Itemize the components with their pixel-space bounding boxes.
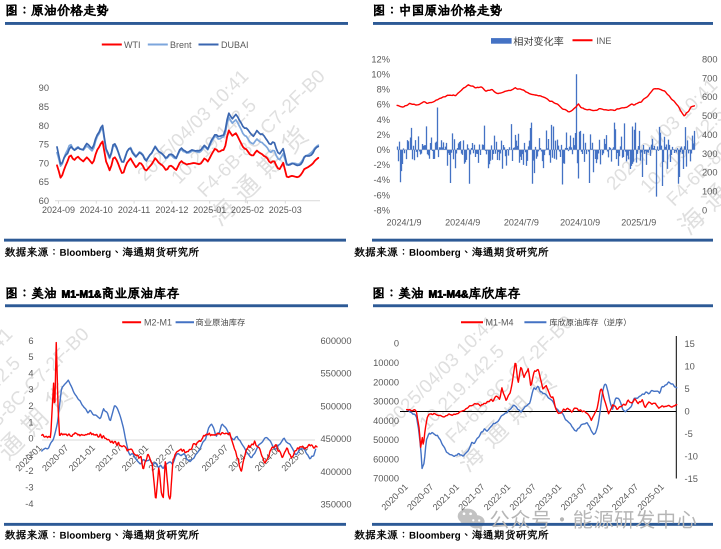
svg-text:2025-03: 2025-03 bbox=[269, 205, 302, 215]
svg-text:200: 200 bbox=[702, 168, 718, 178]
svg-text:-6%: -6% bbox=[373, 190, 390, 200]
svg-text:3: 3 bbox=[28, 385, 33, 395]
svg-text:-1: -1 bbox=[25, 450, 33, 460]
svg-text:4: 4 bbox=[28, 368, 33, 378]
svg-text:80: 80 bbox=[39, 121, 49, 131]
svg-text:10: 10 bbox=[685, 362, 695, 372]
svg-text:2025-02: 2025-02 bbox=[231, 205, 264, 215]
svg-text:2024/7/9: 2024/7/9 bbox=[504, 218, 539, 228]
svg-text:6: 6 bbox=[28, 336, 33, 346]
svg-text:2024-12: 2024-12 bbox=[155, 205, 188, 215]
svg-text:5: 5 bbox=[28, 352, 33, 362]
svg-text:70000: 70000 bbox=[373, 474, 399, 484]
svg-text:-15: -15 bbox=[685, 474, 698, 484]
svg-text:0%: 0% bbox=[377, 145, 390, 155]
svg-text:65: 65 bbox=[39, 177, 49, 187]
svg-text:-8%: -8% bbox=[373, 205, 390, 215]
svg-text:60: 60 bbox=[39, 196, 49, 206]
svg-text:2024/4/9: 2024/4/9 bbox=[445, 218, 480, 228]
svg-text:Brent: Brent bbox=[170, 40, 192, 50]
svg-text:20000: 20000 bbox=[373, 377, 399, 387]
svg-text:550000: 550000 bbox=[321, 369, 352, 379]
svg-text:-2: -2 bbox=[25, 466, 33, 476]
svg-text:2024/10/9: 2024/10/9 bbox=[560, 218, 600, 228]
svg-text:800: 800 bbox=[702, 54, 718, 64]
svg-text:5: 5 bbox=[685, 384, 690, 394]
svg-text:0: 0 bbox=[685, 407, 690, 417]
svg-text:4%: 4% bbox=[377, 115, 390, 125]
svg-text:10%: 10% bbox=[371, 70, 390, 80]
svg-text:M1-M4: M1-M4 bbox=[486, 318, 514, 328]
svg-text:2024-11: 2024-11 bbox=[118, 205, 150, 215]
svg-text:500000: 500000 bbox=[321, 401, 352, 411]
svg-text:2025-01: 2025-01 bbox=[193, 205, 226, 215]
svg-text:10000: 10000 bbox=[373, 358, 399, 368]
svg-text:2024/1/9: 2024/1/9 bbox=[386, 218, 421, 228]
svg-text:40000: 40000 bbox=[373, 416, 399, 426]
svg-text:6%: 6% bbox=[377, 100, 390, 110]
svg-text:600000: 600000 bbox=[321, 336, 352, 346]
svg-text:M2-M1: M2-M1 bbox=[144, 318, 172, 328]
svg-text:100: 100 bbox=[702, 187, 718, 197]
svg-text:50000: 50000 bbox=[373, 435, 399, 445]
svg-text:75: 75 bbox=[39, 140, 49, 150]
svg-text:-5: -5 bbox=[685, 429, 693, 439]
svg-text:400000: 400000 bbox=[321, 467, 352, 477]
svg-text:15: 15 bbox=[685, 339, 695, 349]
svg-text:2%: 2% bbox=[377, 130, 390, 140]
svg-text:350000: 350000 bbox=[321, 500, 352, 510]
svg-text:2024-09: 2024-09 bbox=[42, 205, 75, 215]
svg-text:400: 400 bbox=[702, 130, 718, 140]
svg-text:85: 85 bbox=[39, 102, 49, 112]
svg-text:INE: INE bbox=[596, 36, 611, 46]
svg-text:300: 300 bbox=[702, 149, 718, 159]
svg-text:90: 90 bbox=[39, 83, 49, 93]
svg-text:-10: -10 bbox=[685, 452, 698, 462]
svg-text:1: 1 bbox=[28, 417, 33, 427]
svg-text:500: 500 bbox=[702, 111, 718, 121]
svg-text:-2%: -2% bbox=[373, 160, 390, 170]
svg-text:2: 2 bbox=[28, 401, 33, 411]
svg-text:WTI: WTI bbox=[124, 40, 141, 50]
svg-text:60000: 60000 bbox=[373, 454, 399, 464]
svg-text:12%: 12% bbox=[371, 54, 390, 64]
svg-text:450000: 450000 bbox=[321, 434, 352, 444]
svg-text:-3: -3 bbox=[25, 483, 33, 493]
svg-text:0: 0 bbox=[394, 339, 399, 349]
svg-text:0: 0 bbox=[28, 434, 33, 444]
svg-text:700: 700 bbox=[702, 73, 718, 83]
svg-text:30000: 30000 bbox=[373, 397, 399, 407]
svg-text:600: 600 bbox=[702, 92, 718, 102]
svg-text:2024-10: 2024-10 bbox=[80, 205, 113, 215]
svg-text:DUBAI: DUBAI bbox=[221, 40, 249, 50]
svg-text:-4%: -4% bbox=[373, 175, 390, 185]
svg-text:-4: -4 bbox=[25, 499, 33, 509]
svg-text:70: 70 bbox=[39, 158, 49, 168]
svg-text:8%: 8% bbox=[377, 85, 390, 95]
svg-text:2025/1/9: 2025/1/9 bbox=[621, 218, 656, 228]
svg-text:0: 0 bbox=[702, 205, 707, 215]
